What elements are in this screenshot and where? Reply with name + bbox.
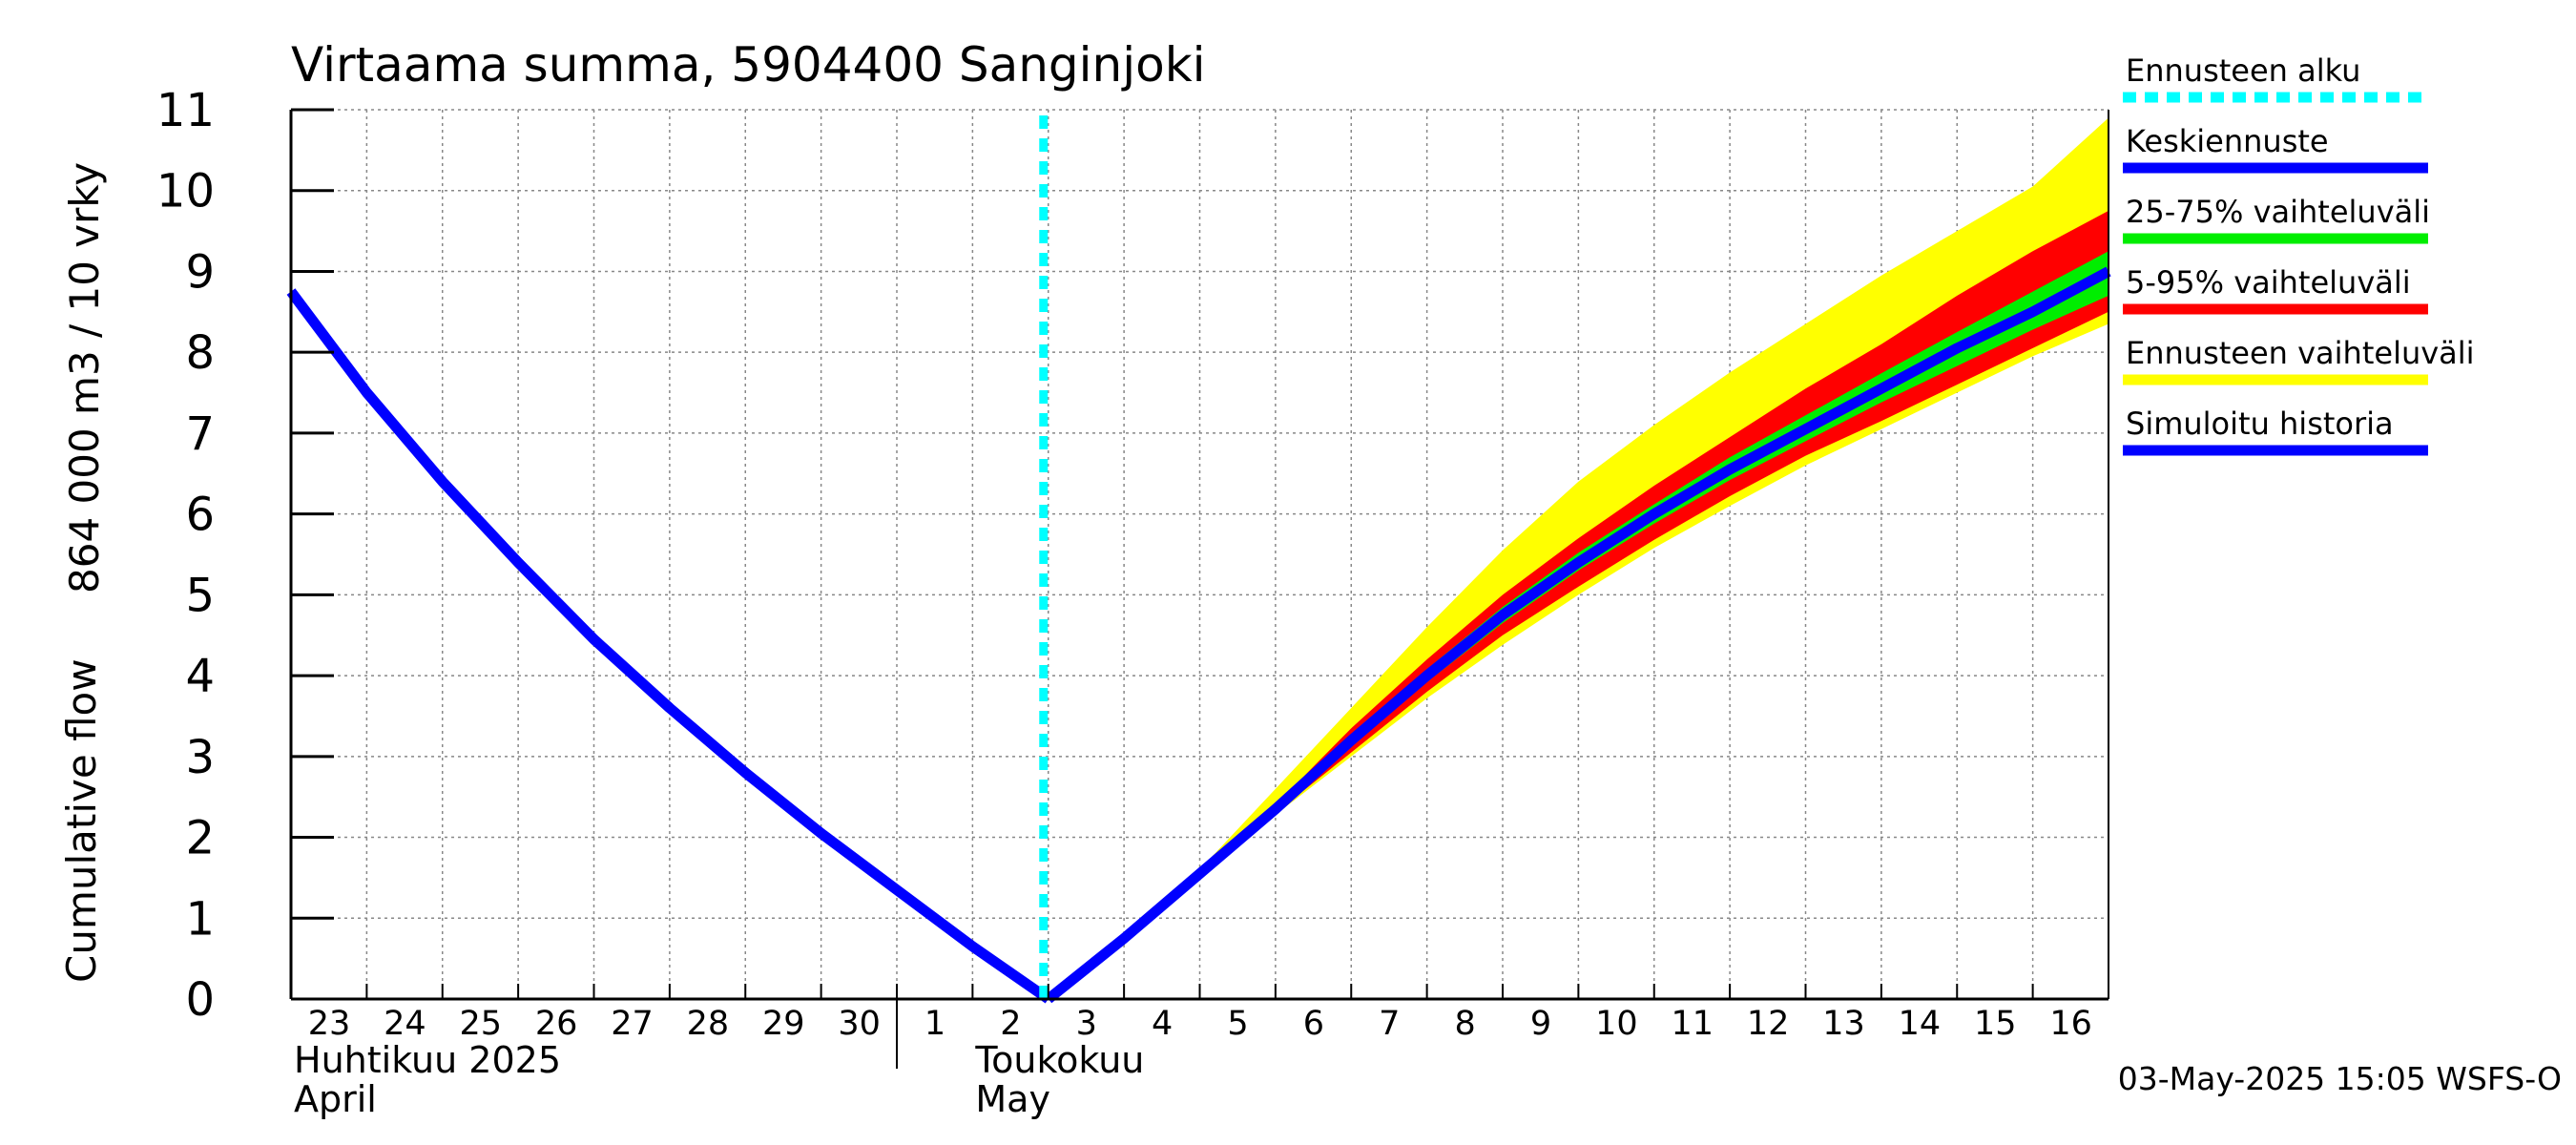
month-label-en: April <box>294 1078 377 1120</box>
month-label-fi: Huhtikuu 2025 <box>294 1039 561 1081</box>
x-tick-label: 23 <box>308 1005 351 1043</box>
x-tick-label: 12 <box>1747 1005 1790 1043</box>
legend-label: Ennusteen alku <box>2126 52 2360 89</box>
legend-label: 5-95% vaihteluväli <box>2126 264 2411 301</box>
y-tick-label: 6 <box>185 489 215 542</box>
legend-label: Simuloitu historia <box>2126 406 2394 442</box>
chart-title: Virtaama summa, 5904400 Sanginjoki <box>291 37 1206 93</box>
x-tick-label: 27 <box>611 1005 654 1043</box>
y-axis-label-title: Cumulative flow <box>58 658 105 983</box>
x-tick-label: 26 <box>535 1005 578 1043</box>
legend: Ennusteen alku Keskiennuste 25-75% vaihtel… <box>2123 52 2475 456</box>
y-tick-label: 10 <box>156 165 215 219</box>
y-tick-label: 2 <box>185 812 215 865</box>
x-tick-label: 1 <box>924 1005 945 1043</box>
legend-label: Keskiennuste <box>2126 123 2329 159</box>
x-tick-label: 5 <box>1227 1005 1248 1043</box>
axes <box>289 108 2109 1069</box>
y-tick-label: 8 <box>185 326 215 380</box>
x-tick-label: 3 <box>1076 1005 1097 1043</box>
x-tick-label: 8 <box>1454 1005 1475 1043</box>
month-label-fi: Toukokuu <box>974 1039 1144 1081</box>
simulated-history-line <box>286 288 1051 1004</box>
x-tick-label: 25 <box>459 1005 502 1043</box>
x-tick-label: 11 <box>1671 1005 1714 1043</box>
x-tick-labels: 23 24 25 26 27 28 29 30 1 2 3 4 5 6 7 8 9 10 11 12 13 14 15 16 <box>308 1005 2092 1043</box>
flow-lines <box>286 115 2111 1004</box>
legend-label: 25-75% vaihteluväli <box>2126 194 2430 230</box>
x-tick-label: 7 <box>1379 1005 1400 1043</box>
y-tick-label: 4 <box>185 650 215 703</box>
x-tick-label: 16 <box>2049 1005 2092 1043</box>
x-tick-label: 6 <box>1303 1005 1324 1043</box>
x-tick-label: 24 <box>384 1005 426 1043</box>
x-tick-label: 15 <box>1974 1005 2017 1043</box>
y-axis-label-units: 864 000 m3 / 10 vrky <box>61 162 108 593</box>
mean-forecast-line <box>1045 266 2111 1004</box>
x-tick-label: 28 <box>687 1005 730 1043</box>
x-tick-label: 4 <box>1152 1005 1173 1043</box>
footer-timestamp: 03-May-2025 15:05 WSFS-O <box>2118 1060 2562 1097</box>
y-tick-label: 9 <box>185 245 215 299</box>
x-tick-label: 30 <box>838 1005 881 1043</box>
x-tick-label: 2 <box>1000 1005 1021 1043</box>
y-tick-labels: 0 1 2 3 4 5 6 7 8 9 10 11 <box>156 84 215 1027</box>
y-tick-label: 11 <box>156 84 215 137</box>
x-tick-label: 10 <box>1595 1005 1638 1043</box>
x-tick-label: 14 <box>1899 1005 1942 1043</box>
month-label-en: May <box>975 1078 1050 1120</box>
x-tick-label: 13 <box>1822 1005 1865 1043</box>
y-tick-label: 0 <box>185 973 215 1027</box>
x-tick-label: 29 <box>762 1005 805 1043</box>
x-tick-label: 9 <box>1530 1005 1551 1043</box>
legend-label: Ennusteen vaihteluväli <box>2126 335 2475 371</box>
y-tick-label: 5 <box>185 569 215 622</box>
y-tick-label: 7 <box>185 407 215 461</box>
y-tick-label: 3 <box>185 731 215 784</box>
y-tick-label: 1 <box>185 892 215 946</box>
